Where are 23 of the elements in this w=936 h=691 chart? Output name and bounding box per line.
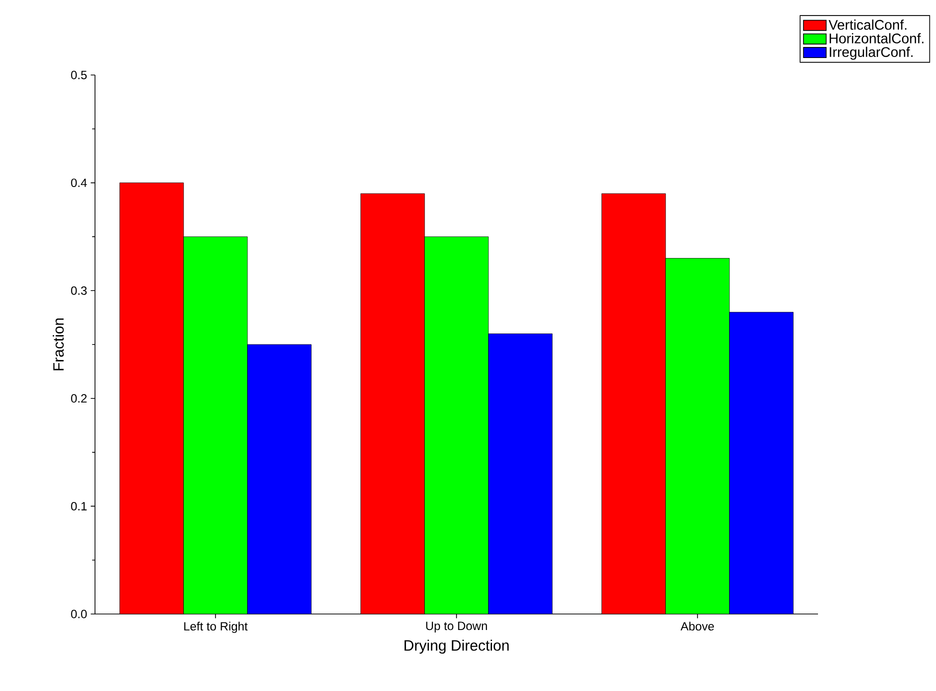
bar — [247, 344, 312, 614]
x-tick-label: Above — [680, 622, 714, 631]
bar — [120, 182, 184, 614]
bar — [488, 334, 553, 614]
bar — [729, 312, 794, 614]
y-tick-label: 0.2 — [71, 394, 87, 403]
bar — [424, 236, 489, 614]
legend-label: VerticalConf. — [828, 20, 906, 30]
legend-label: IrregularConf. — [830, 46, 913, 60]
y-tick-label: 0.1 — [71, 502, 87, 510]
x-tick-label: Up to Down — [426, 622, 487, 632]
y-tick-label: 0.5 — [71, 70, 87, 80]
legend-label: HorizontalConf. — [830, 33, 924, 44]
x-axis-title: Drying Direction — [404, 640, 509, 654]
bar — [183, 236, 248, 614]
y-tick-label: 0.4 — [71, 178, 87, 188]
y-axis-title: Fraction — [52, 318, 64, 370]
y-tick-label: 0.3 — [71, 286, 87, 295]
x-tick-label: Left to Right — [184, 622, 248, 633]
bar — [602, 193, 666, 614]
bar — [360, 193, 425, 614]
bar — [665, 258, 730, 614]
y-tick-label: 0.0 — [71, 610, 87, 618]
